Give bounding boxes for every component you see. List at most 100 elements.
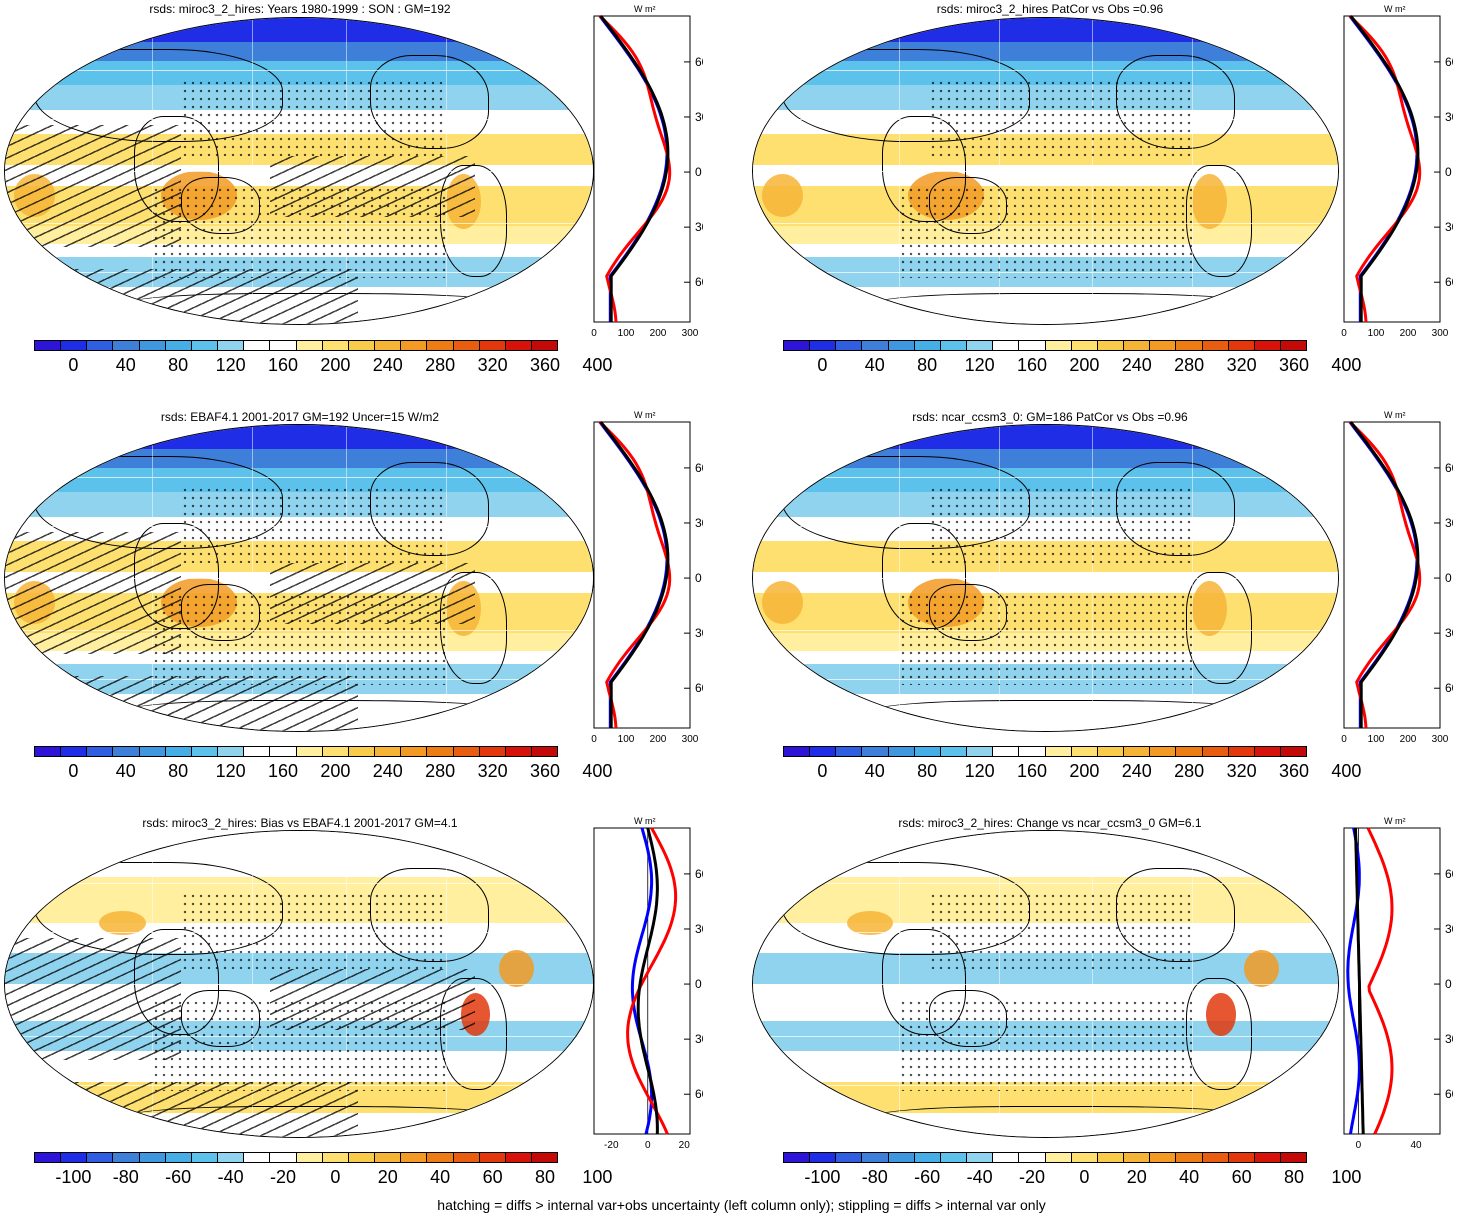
colorbar-swatch: [113, 341, 140, 350]
profile-x-label: 0: [645, 1140, 651, 1151]
map-panel-3: [4, 424, 594, 732]
profile-x-label: 300: [1432, 328, 1449, 339]
profile-lat-label: 60S: [1445, 1087, 1453, 1101]
colorbar-swatch: [479, 341, 506, 350]
colorbar-6: [783, 1152, 1307, 1163]
colorbar-swatch: [35, 747, 62, 756]
profile-x-label: 40: [1410, 1140, 1422, 1151]
latitude-gridline: [753, 70, 1338, 72]
colorbar-tick-label: 320: [477, 761, 508, 781]
colorbar-swatch: [1228, 341, 1255, 350]
colorbar-tick-label: 400: [1331, 761, 1362, 781]
colorbar-swatch: [993, 1153, 1020, 1162]
colorbar-swatch: [1150, 747, 1177, 756]
profile-x-label: 100: [618, 328, 635, 339]
stippling-overlay: [928, 79, 1192, 156]
colorbar-swatch: [35, 341, 62, 350]
colorbar-swatch: [348, 341, 376, 350]
longitude-gridline: [1191, 831, 1193, 1137]
colorbar-swatch: [505, 1153, 532, 1162]
profile-lat-label: 60N: [695, 867, 703, 881]
profile-lat-label: 60N: [1445, 55, 1453, 69]
colorbar-swatch: [531, 1153, 558, 1162]
colorbar-swatch: [1176, 341, 1203, 350]
colorbar-tick-label: 200: [320, 761, 351, 781]
colorbar-tick-label: 360: [529, 761, 561, 781]
colorbar-swatch: [993, 341, 1020, 350]
profile-frame: [1343, 827, 1441, 1135]
colorbar-swatch: [165, 747, 192, 756]
colorbar-swatch: [375, 1153, 402, 1162]
continent-outline: [1185, 164, 1253, 278]
colorbar-tick-label: 200: [320, 355, 351, 375]
colorbar-tick-label: 320: [1226, 355, 1257, 375]
map-region-highlight: [498, 950, 535, 988]
stippling-overlay: [928, 486, 1192, 563]
colorbar-swatch: [375, 341, 402, 350]
colorbar-swatch: [914, 747, 941, 756]
continent-outline: [1185, 571, 1253, 685]
colorbar-swatch: [1097, 341, 1125, 350]
profile-x-label: 200: [1400, 328, 1417, 339]
profile-lat-label: 30S: [1445, 220, 1453, 234]
latitude-gridline: [5, 70, 593, 72]
latitude-gridline: [753, 171, 1338, 172]
panel-title-6: rsds: miroc3_2_hires: Change vs ncar_ccs…: [898, 816, 1202, 830]
profile-line-ref: [1349, 421, 1420, 728]
map-region-highlight: [1244, 950, 1280, 988]
colorbar-swatch: [87, 1153, 114, 1162]
colorbar-tick-label: 360: [1278, 355, 1310, 375]
profile-frame: [593, 421, 691, 729]
profile-unit-label: W m²: [634, 410, 656, 420]
zonal-profile-6: W m² 60N 30N 0 30S 60S 0 40: [1343, 816, 1453, 1151]
colorbar-labels-6: -100 -80 -60 -40 -20 0 20 40 60 80 100: [783, 1167, 1361, 1189]
colorbar-swatch: [218, 341, 245, 350]
profile-x-label: 20: [679, 1140, 691, 1151]
colorbar-tick-label: 400: [1331, 355, 1362, 375]
zonal-profile-3: W m² 60N 30N 0 30S 60S 0 100 200 300: [591, 410, 703, 745]
colorbar-swatch: [401, 747, 428, 756]
profile-unit-label: W m²: [1384, 4, 1406, 14]
profile-line-obs: [1346, 827, 1361, 1135]
colorbar-swatch: [1071, 747, 1098, 756]
map-color-band: [753, 571, 1338, 595]
longitude-gridline: [1092, 831, 1094, 1137]
colorbar-tick-label: 360: [529, 355, 561, 375]
profile-lat-label: 30S: [1445, 626, 1453, 640]
profile-line-ref: [599, 421, 670, 728]
colorbar-swatch: [505, 341, 532, 350]
colorbar-tick-label: 240: [372, 761, 403, 781]
colorbar-swatch: [836, 747, 863, 756]
colorbar-labels-4: 0 40 80 120 160 200 240 280 320 360 400: [783, 761, 1361, 783]
profile-x-label: 0: [1356, 1140, 1362, 1151]
colorbar-swatch: [914, 1153, 941, 1162]
colorbar-swatch: [191, 747, 219, 756]
colorbar-swatch: [505, 747, 532, 756]
profile-lat-label: 30S: [1445, 1032, 1453, 1046]
hatching-overlay: [5, 675, 358, 731]
colorbar-tick-label: 400: [582, 355, 613, 375]
stippling-overlay: [899, 593, 1192, 686]
stippling-overlay: [181, 892, 446, 969]
zonal-profile-5: W m² 60N 30N 0 30S 60S -20 0 20: [593, 816, 703, 1151]
profile-x-label: 0: [1341, 734, 1347, 745]
colorbar-swatch: [888, 1153, 915, 1162]
profile-lat-label: 0: [1445, 165, 1452, 179]
colorbar-swatch: [139, 747, 166, 756]
profile-line-ref: [636, 827, 659, 1135]
colorbar-swatch: [1097, 1153, 1125, 1162]
colorbar-tick-label: 40: [1179, 1167, 1200, 1187]
profile-lat-label: 0: [695, 165, 702, 179]
colorbar-tick-label: 40: [864, 355, 885, 375]
colorbar-tick-label: 80: [534, 1167, 556, 1187]
map-region-highlight: [761, 174, 803, 217]
colorbar-swatch: [1280, 747, 1307, 756]
profile-lat-label: 60N: [1445, 461, 1453, 475]
profile-line-ref: [1349, 15, 1420, 322]
colorbar-swatch: [1202, 341, 1229, 350]
colorbar-tick-label: -40: [217, 1167, 244, 1187]
colorbar-swatch: [375, 747, 402, 756]
profile-lat-label: 60S: [695, 681, 703, 695]
continent-outline: [870, 700, 1282, 731]
profile-lat-label: 30N: [1445, 110, 1453, 124]
